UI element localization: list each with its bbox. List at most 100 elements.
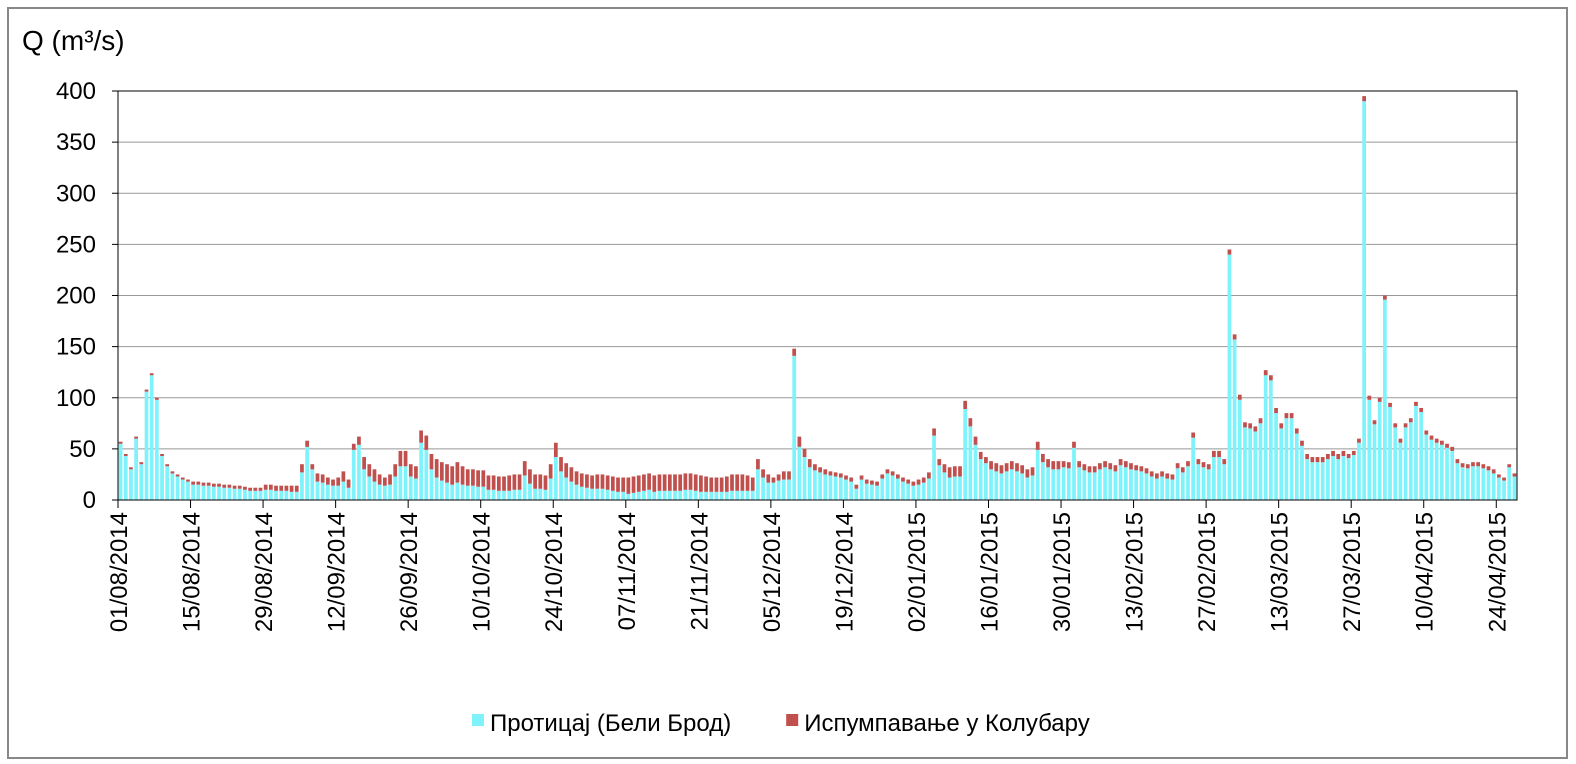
bar-segment [1258, 423, 1263, 500]
bar-segment [382, 485, 387, 500]
bar-segment [1310, 462, 1315, 500]
x-tick-label: 12/09/2014 [324, 512, 351, 632]
bar-segment [1123, 461, 1128, 468]
bar-segment [1248, 428, 1253, 500]
bar-segment [222, 487, 227, 500]
bar-segment [460, 466, 465, 485]
bar-segment [206, 485, 211, 500]
bar-segment [1165, 478, 1170, 500]
bar-segment [471, 485, 475, 500]
y-tick-label: 350 [56, 129, 96, 156]
bar-segment [1129, 469, 1133, 500]
bar-segment [491, 489, 496, 500]
bar-segment [1393, 427, 1398, 500]
bar-segment [1279, 428, 1284, 500]
bar-segment [859, 479, 864, 500]
bar-segment [895, 474, 900, 479]
bar-segment [419, 430, 423, 443]
bar-segment [398, 466, 403, 500]
bar-segment [616, 491, 620, 500]
bar-segment [320, 482, 325, 500]
bar-segment [1269, 380, 1273, 500]
bar-segment [450, 484, 455, 500]
bar-segment [590, 475, 594, 489]
bar-segment [263, 489, 268, 500]
bar-segment [1486, 466, 1491, 471]
bar-segment [1108, 469, 1113, 500]
legend-label: Протицај (Бели Брод) [490, 710, 731, 737]
bar-segment [248, 490, 252, 500]
bar-segment [258, 490, 263, 500]
bar-segment [232, 485, 237, 489]
bar-segment [750, 490, 755, 500]
bar-segment [533, 474, 537, 489]
bar-segment [1035, 449, 1040, 500]
bar-segment [180, 479, 185, 500]
bar-segment [496, 476, 501, 491]
bar-segment [1082, 470, 1087, 500]
bar-segment [268, 484, 273, 490]
bar-segment [1336, 453, 1341, 460]
bar-segment [1403, 427, 1408, 500]
bar-segment [450, 466, 455, 485]
bar-segment [460, 484, 465, 500]
bar-segment [574, 484, 579, 500]
bar-segment [921, 482, 926, 500]
bar-segment [486, 475, 491, 490]
bar-segment [813, 464, 817, 471]
bar-segment [1222, 459, 1227, 465]
bar-segment [553, 457, 558, 500]
x-tick-label: 05/12/2014 [759, 512, 786, 632]
bar-segment [1300, 440, 1304, 446]
bar-segment [823, 469, 828, 475]
bar-segment [357, 444, 361, 500]
bar-segment [1222, 464, 1227, 500]
bar-segment [1212, 457, 1216, 500]
bar-segment [787, 471, 791, 480]
x-tick-label: 02/01/2015 [904, 512, 931, 632]
bar-segment [325, 477, 330, 485]
bar-segment [1087, 472, 1092, 500]
bar-segment [761, 469, 765, 478]
bar-segment [776, 474, 781, 481]
bar-segment [1491, 473, 1496, 500]
bar-segment [1015, 463, 1019, 472]
bar-segment [232, 488, 237, 500]
bar-segment [673, 490, 677, 500]
bar-segment [880, 474, 885, 479]
bar-segment [1408, 422, 1413, 500]
bar-segment [165, 466, 170, 500]
bar-segment [1191, 432, 1196, 438]
bar-segment [1206, 469, 1211, 500]
bar-segment [564, 463, 569, 478]
bar-segment [408, 464, 413, 477]
bar-segment [517, 474, 522, 490]
bar-segment [610, 476, 615, 491]
bar-segment [1103, 467, 1107, 500]
bar-segment [372, 481, 377, 500]
bar-segment [414, 478, 418, 500]
x-tick-label: 07/11/2014 [614, 512, 641, 630]
bar-segment [1227, 249, 1232, 255]
bar-segment [1098, 463, 1102, 470]
bar-segment [1009, 461, 1014, 470]
bar-segment [123, 453, 128, 457]
bar-segment [1149, 476, 1154, 500]
bar-segment [362, 457, 366, 470]
bar-segment [1429, 435, 1434, 440]
bar-segment [538, 488, 543, 500]
bar-segment [403, 466, 408, 500]
bar-segment [621, 491, 626, 500]
bar-segment [1243, 427, 1247, 500]
bar-segment [1320, 462, 1325, 500]
legend-swatch [472, 714, 484, 726]
bar-segment [1061, 467, 1066, 500]
bar-segment [667, 474, 672, 491]
bar-segment [289, 491, 294, 500]
bar-segment [937, 459, 942, 466]
bar-segment [911, 485, 916, 500]
bar-segment [657, 474, 662, 491]
bar-segment [129, 467, 133, 470]
bar-segment [833, 472, 838, 477]
bar-segment [895, 478, 900, 500]
